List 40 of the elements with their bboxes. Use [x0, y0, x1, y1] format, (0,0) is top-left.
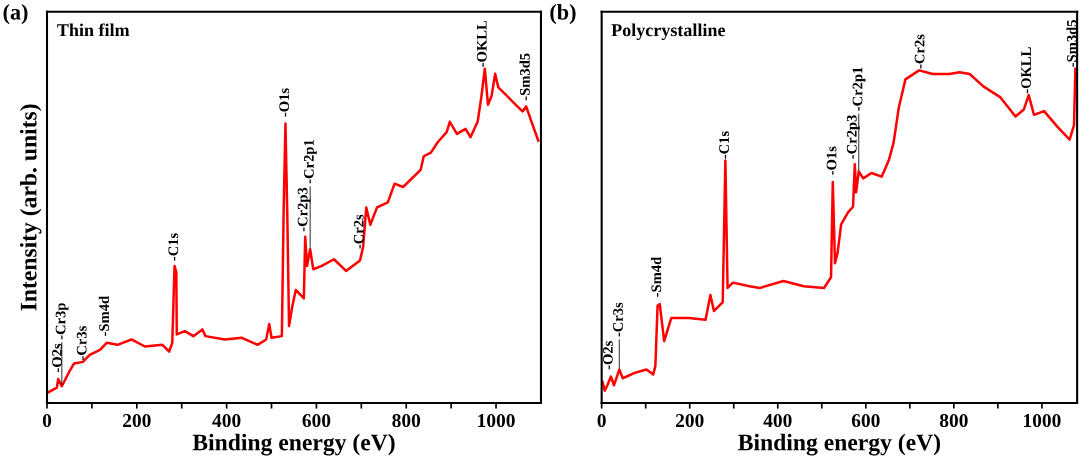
annotation: -O1s [826, 146, 837, 175]
annotation: -Cr3p [55, 303, 69, 340]
x-tick-label: 200 [675, 413, 704, 428]
x-tick-label: 400 [212, 413, 241, 428]
annotation: -Sm4d [98, 296, 110, 336]
annotation: -Sm3d5 [519, 53, 530, 101]
x-tick-label: 600 [851, 413, 880, 428]
annotation: -O2s [603, 341, 613, 370]
chart-title: (b) [550, 4, 576, 25]
annotation: -Cr2p1 [852, 67, 866, 111]
annotation: -Cr3s [613, 302, 623, 337]
annotation: -C1s [168, 233, 179, 261]
annotation: -Cr2p1 [303, 140, 317, 184]
annotation: -Cr2s [914, 34, 925, 69]
annotation: -O1s [279, 88, 290, 117]
x-tick-label: 800 [939, 413, 968, 428]
annotation: -OKLL [476, 20, 487, 67]
annotation: -Sm4d [650, 256, 662, 297]
chart-subtitle: Polycrystalline [611, 23, 726, 40]
annotation: -Cr2p3 [846, 115, 860, 159]
x-tick-label: 600 [302, 413, 331, 428]
annotation: -O2s [52, 343, 62, 372]
annotation: -C1s [719, 131, 730, 159]
annotation: -Sm3d5 [1066, 20, 1077, 67]
y-axis-title: Intensity (arb. units) [19, 104, 42, 311]
x-axis-title: Binding energy (eV) [192, 433, 395, 456]
annotation: -OKLL [1021, 47, 1032, 94]
x-tick-label: 200 [123, 413, 151, 428]
chart-subtitle: Thin film [57, 23, 130, 37]
x-tick-label: 1000 [478, 413, 515, 428]
annotation: -Cr2s [353, 214, 364, 249]
x-tick-label: 0 [597, 413, 606, 428]
x-tick-label: 800 [392, 413, 421, 428]
x-axis-title: Binding energy (eV) [738, 433, 941, 456]
annotation: -Cr2p3 [297, 187, 311, 232]
annotation: -Cr3s [76, 326, 87, 360]
x-tick-label: 0 [42, 413, 52, 428]
x-tick-label: 1000 [1024, 413, 1061, 428]
x-tick-label: 400 [763, 413, 792, 428]
chart-title: (a) [3, 4, 28, 25]
